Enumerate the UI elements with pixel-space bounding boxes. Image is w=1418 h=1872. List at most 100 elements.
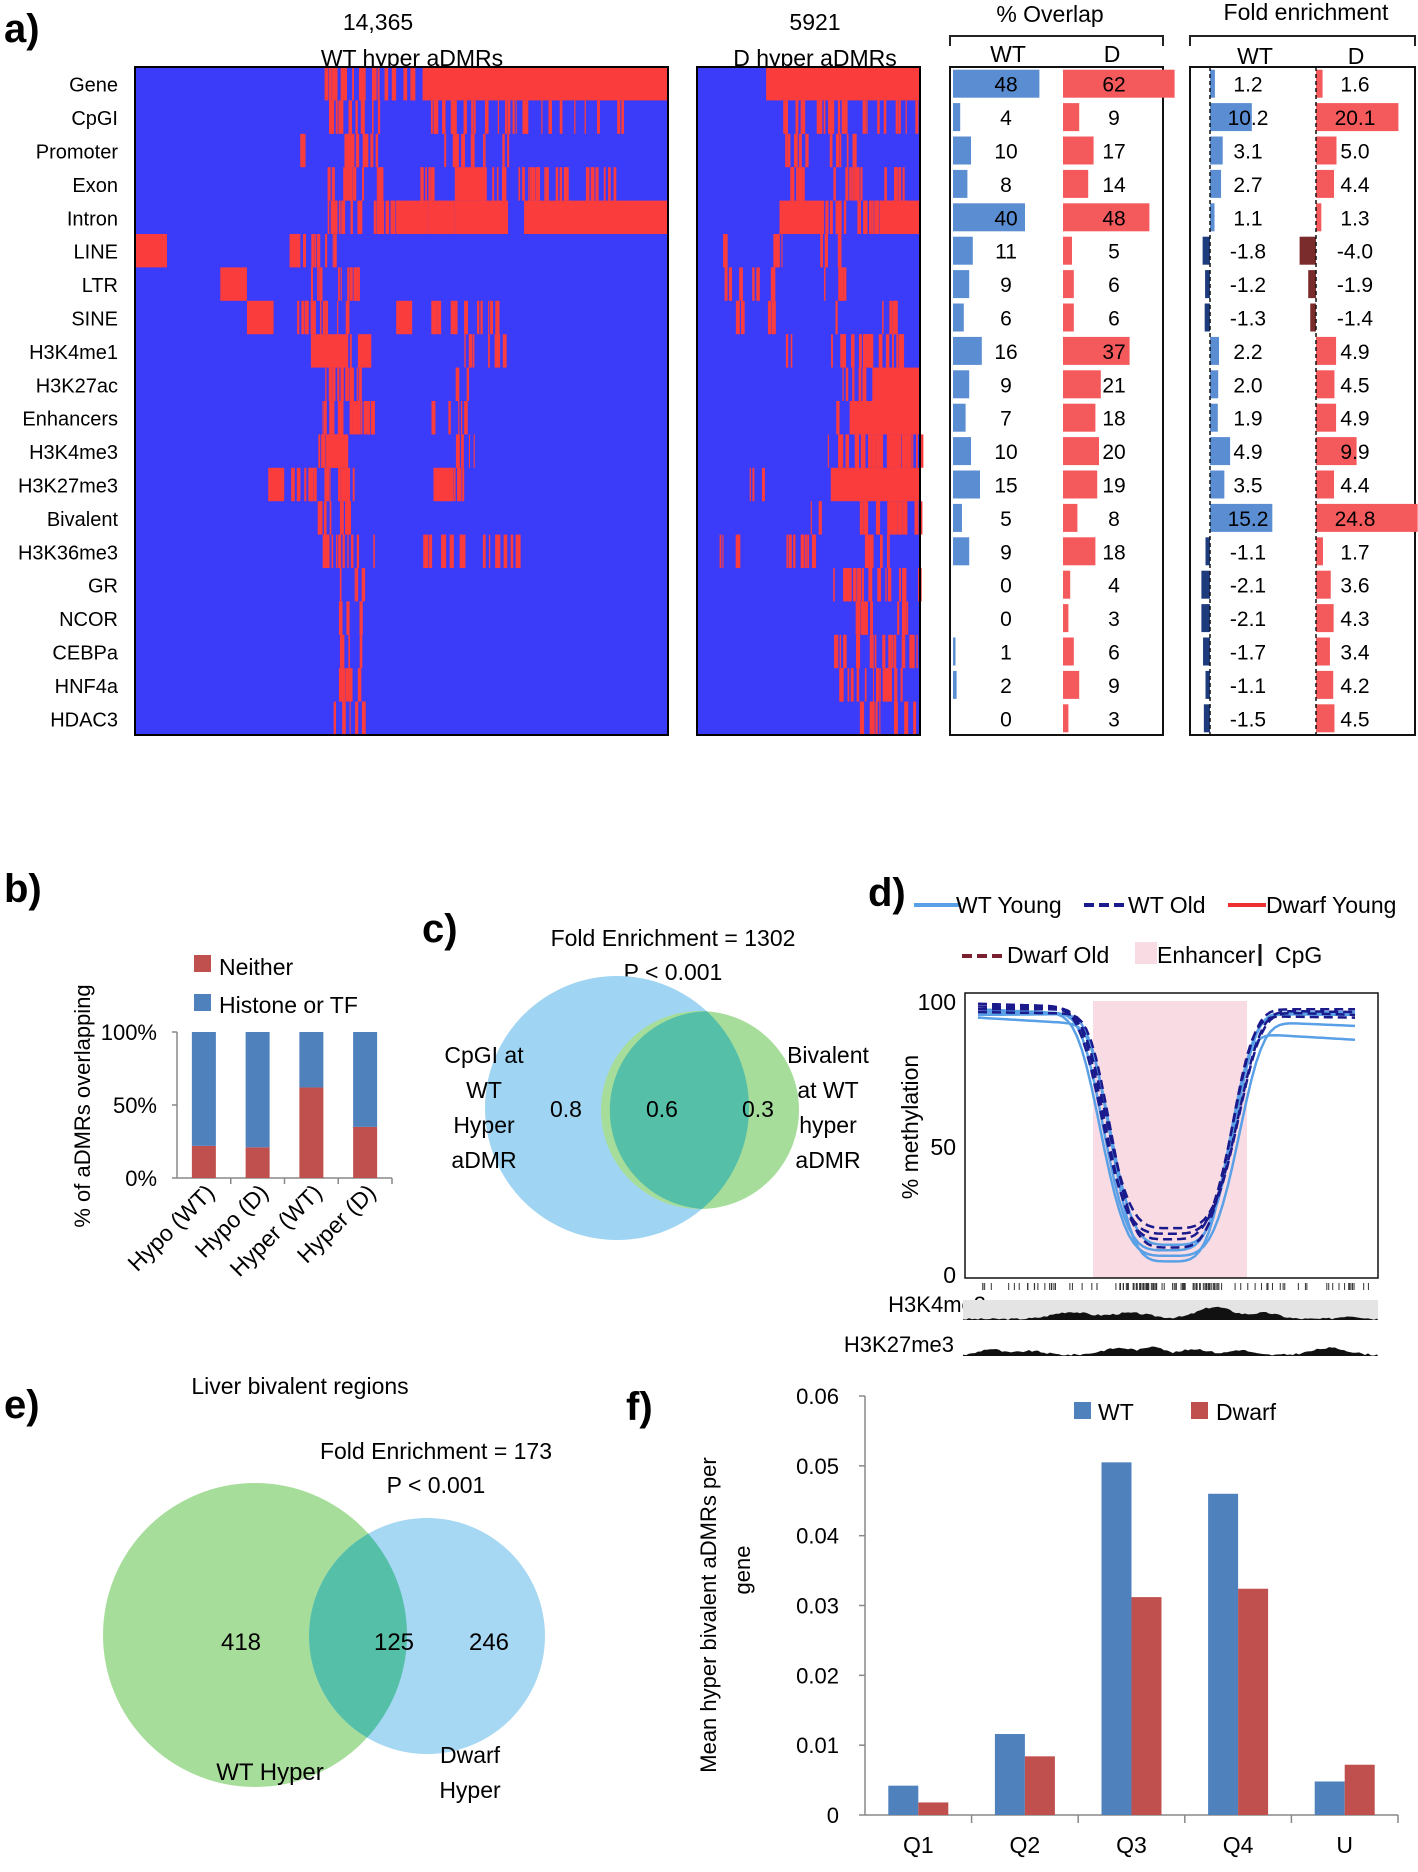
heatmap-cell xyxy=(390,200,395,234)
heatmap-cell xyxy=(535,167,540,201)
heatmap-cell xyxy=(403,67,408,101)
row-label-h3k36me3: H3K36me3 xyxy=(18,542,118,564)
panel-b-ytick-label: 50% xyxy=(113,1093,157,1118)
heatmap-cell xyxy=(898,501,902,535)
heatmap-cell xyxy=(728,267,733,301)
heatmap-cell xyxy=(871,200,874,234)
heatmap-cell xyxy=(752,267,755,301)
enrich-value-wt: -1.2 xyxy=(1230,274,1266,297)
panel-f-ytick-label: 0.03 xyxy=(796,1594,839,1619)
enrich-bar-d xyxy=(1316,136,1337,165)
panel-e-title: Liver bivalent regions xyxy=(191,1373,408,1399)
heatmap-cell xyxy=(296,467,301,502)
overlap-value-wt: 7 xyxy=(1000,408,1012,431)
heatmap-cell xyxy=(873,367,878,401)
heatmap-cell xyxy=(857,200,862,234)
heatmap-cell xyxy=(310,267,313,301)
bar-dwarf-q3 xyxy=(1131,1597,1162,1815)
heatmap-cell xyxy=(840,434,844,468)
heatmap-cell xyxy=(329,501,332,535)
heatmap-cell xyxy=(318,501,323,535)
heatmap-cell xyxy=(332,234,334,268)
heatmap-cell xyxy=(352,401,356,435)
panel-e-pvalue: P < 0.001 xyxy=(387,1472,486,1498)
heatmap-cell xyxy=(799,167,804,201)
heatmap-cell xyxy=(498,534,501,568)
heatmap-background xyxy=(135,67,668,735)
heatmap-cell xyxy=(895,167,898,201)
enrich-bar-wt xyxy=(1205,537,1210,566)
heatmap-cell xyxy=(781,234,783,268)
heatmap-cell xyxy=(824,234,829,268)
legend-histone-swatch xyxy=(194,994,211,1011)
heatmap-cell xyxy=(825,200,829,234)
heatmap-wt xyxy=(134,66,669,736)
panel-f-ytick-label: 0 xyxy=(827,1803,839,1828)
heatmap-cell xyxy=(893,300,897,335)
bar-wt-q4 xyxy=(1208,1493,1239,1815)
heatmap-cell xyxy=(457,467,461,502)
heatmap-cell xyxy=(330,200,333,234)
heatmap-cell xyxy=(463,100,466,134)
heatmap-cell xyxy=(454,300,458,335)
heatmap-cell xyxy=(840,334,843,368)
enrich-bar-d xyxy=(1316,69,1323,98)
heatmap-cell xyxy=(894,668,898,702)
overlap-value-wt: 0 xyxy=(1000,708,1012,731)
panel-b-category: Hypo (WT) xyxy=(122,1179,219,1276)
heatmap-cell xyxy=(338,668,343,702)
heatmap-cell xyxy=(875,701,878,735)
enrich-value-d: -4.0 xyxy=(1337,241,1373,264)
heatmap-cell xyxy=(801,100,806,134)
heatmap-cell xyxy=(886,534,889,568)
heatmap-cell xyxy=(915,434,918,468)
heatmap-cell xyxy=(321,434,323,468)
heatmap-cell xyxy=(338,601,343,635)
row-label-cpgi: CpGI xyxy=(71,108,118,130)
overlap-value-wt: 11 xyxy=(995,241,1017,264)
enrich-value-wt: 1.1 xyxy=(1233,207,1262,230)
venn-e-overlap-value: 125 xyxy=(374,1629,414,1656)
heatmap-cell xyxy=(345,668,350,702)
panel-e-enrich: Fold Enrichment = 173 xyxy=(320,1438,552,1464)
row-label-ncor: NCOR xyxy=(59,609,118,631)
heatmap-cell xyxy=(892,334,894,368)
enrich-value-wt: 2.7 xyxy=(1233,174,1262,197)
heatmap-cell xyxy=(461,434,464,468)
heatmap-cell xyxy=(301,300,305,335)
heatmap-cell xyxy=(348,367,350,401)
heatmap-cell xyxy=(835,300,838,335)
panel-f-ytick-label: 0.01 xyxy=(796,1733,839,1758)
heatmap-cell xyxy=(879,668,881,702)
heatmap-cell xyxy=(345,300,350,335)
methylation-curve xyxy=(977,1002,1356,1235)
heatmap-cell xyxy=(857,568,862,602)
overlap-bar-d xyxy=(1063,403,1096,432)
heatmap-cell xyxy=(863,200,868,234)
overlap-value-d: 20 xyxy=(1102,441,1125,464)
legend-dwarf: Dwarf xyxy=(1216,1399,1277,1425)
panel-d: d) WT Young WT Old Dwarf Young Dwarf Old… xyxy=(844,871,1396,1358)
heatmap-cell xyxy=(482,534,486,568)
heatmap-cell xyxy=(617,100,621,134)
heatmap-cell xyxy=(891,434,894,468)
heatmap-cell xyxy=(492,167,495,201)
track-h3k27me3-bg xyxy=(963,1338,1378,1358)
methylation-curve xyxy=(977,1010,1355,1247)
overlap-value-wt: 48 xyxy=(994,74,1017,97)
enrich-bar-wt xyxy=(1202,236,1210,265)
bar-dwarf-u xyxy=(1344,1764,1375,1815)
heatmap-cell xyxy=(312,300,314,335)
heatmap-cell xyxy=(318,434,320,468)
heatmap-cell xyxy=(786,534,788,568)
chip-tracks xyxy=(963,1300,1378,1358)
heatmap-cell xyxy=(454,167,487,201)
heatmap-cell xyxy=(859,501,862,535)
heatmap-cell xyxy=(329,401,333,435)
heatmap-cell xyxy=(338,100,343,134)
heatmap-cell xyxy=(434,300,438,335)
heatmap-cell xyxy=(349,334,352,368)
overlap-bar-d xyxy=(1063,236,1072,265)
heatmap-cell xyxy=(823,100,826,134)
enrich-value-d: 4.5 xyxy=(1340,374,1369,397)
